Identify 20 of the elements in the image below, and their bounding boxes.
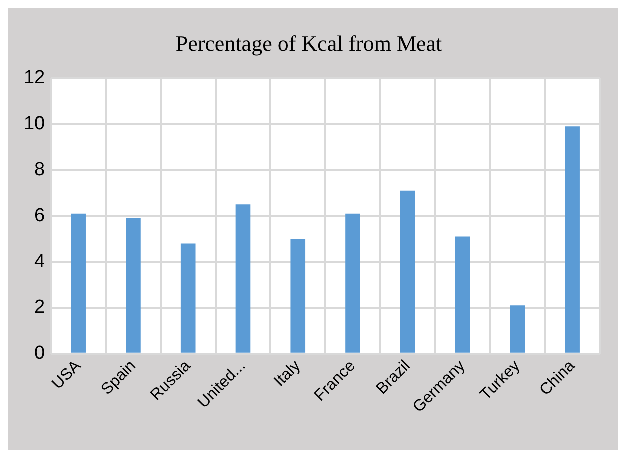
bar <box>71 214 86 353</box>
x-tick-label: USA <box>49 357 85 393</box>
y-tick-label: 0 <box>34 343 46 364</box>
bar <box>565 126 580 353</box>
chart-title: Percentage of Kcal from Meat <box>176 30 442 56</box>
y-tick-label: 6 <box>34 205 46 226</box>
bar <box>400 190 416 353</box>
bar <box>346 214 360 353</box>
bar <box>126 218 141 353</box>
x-tick-label: Italy <box>271 358 304 390</box>
bar <box>455 236 470 353</box>
bar <box>510 306 526 353</box>
y-tick-label: 10 <box>24 114 46 135</box>
bar <box>290 239 306 353</box>
y-tick-label: 4 <box>34 251 46 272</box>
bar <box>180 244 196 353</box>
y-tick-label: 8 <box>34 159 46 180</box>
bar <box>236 204 251 353</box>
y-tick-label: 12 <box>24 68 46 89</box>
y-tick-label: 2 <box>34 297 46 318</box>
